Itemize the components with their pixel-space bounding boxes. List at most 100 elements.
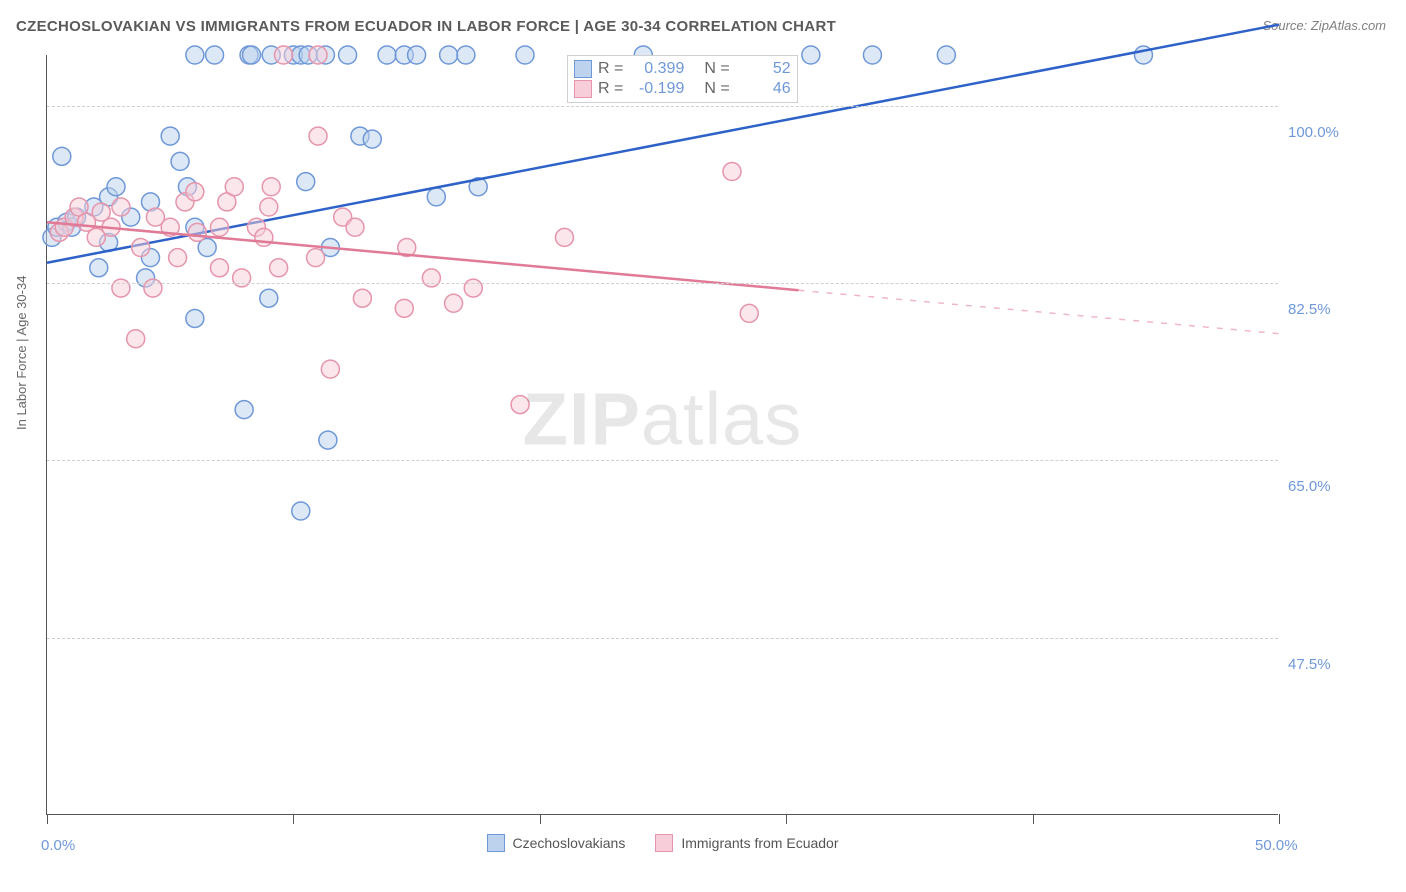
data-point (516, 46, 534, 64)
data-point (210, 218, 228, 236)
x-tick-label: 50.0% (1255, 837, 1298, 854)
data-point (255, 228, 273, 246)
data-point (408, 46, 426, 64)
legend-label-1: Immigrants from Ecuador (681, 835, 838, 851)
data-point (555, 228, 573, 246)
data-point (464, 279, 482, 297)
data-point (186, 309, 204, 327)
correlation-row-1: R = -0.199 N = 46 (574, 79, 791, 99)
data-point (107, 178, 125, 196)
legend-item-0: Czechoslovakians (486, 834, 625, 852)
trend-line-dashed (799, 290, 1279, 333)
data-point (339, 46, 357, 64)
x-tick (540, 814, 541, 824)
data-point (132, 239, 150, 257)
r-value-1: -0.199 (629, 80, 684, 98)
x-tick-label: 0.0% (41, 837, 75, 854)
data-point (937, 46, 955, 64)
data-point (309, 46, 327, 64)
r-value-0: 0.399 (629, 60, 684, 78)
legend-swatch-1 (655, 834, 673, 852)
trend-line (811, 25, 1279, 115)
gridline (47, 638, 1278, 639)
data-point (319, 431, 337, 449)
legend-label-0: Czechoslovakians (512, 835, 625, 851)
data-point (210, 259, 228, 277)
data-point (309, 127, 327, 145)
chart-title: CZECHOSLOVAKIAN VS IMMIGRANTS FROM ECUAD… (16, 18, 836, 35)
n-value-0: 52 (736, 60, 791, 78)
data-point (171, 152, 189, 170)
data-point (233, 269, 251, 287)
r-label: R = (598, 60, 623, 78)
data-point (270, 259, 288, 277)
data-point (346, 218, 364, 236)
data-point (127, 330, 145, 348)
data-point (260, 289, 278, 307)
data-point (723, 163, 741, 181)
data-point (378, 46, 396, 64)
chart-container: CZECHOSLOVAKIAN VS IMMIGRANTS FROM ECUAD… (0, 0, 1406, 892)
x-tick (47, 814, 48, 824)
data-point (457, 46, 475, 64)
data-point (292, 502, 310, 520)
data-point (440, 46, 458, 64)
swatch-series-1 (574, 80, 592, 98)
data-point (186, 183, 204, 201)
data-point (363, 130, 381, 148)
x-tick (1279, 814, 1280, 824)
data-point (297, 173, 315, 191)
data-point (740, 304, 758, 322)
data-point (243, 46, 261, 64)
data-point (445, 294, 463, 312)
correlation-row-0: R = 0.399 N = 52 (574, 59, 791, 79)
correlation-legend: R = 0.399 N = 52 R = -0.199 N = 46 (567, 55, 798, 103)
y-tick-label: 47.5% (1288, 656, 1388, 673)
data-point (161, 127, 179, 145)
data-point (802, 46, 820, 64)
x-tick (1033, 814, 1034, 824)
data-point (186, 46, 204, 64)
n-label: N = (704, 60, 729, 78)
n-label: N = (704, 80, 729, 98)
x-tick (786, 814, 787, 824)
data-point (188, 223, 206, 241)
x-tick (293, 814, 294, 824)
data-point (112, 279, 130, 297)
data-point (353, 289, 371, 307)
data-point (90, 259, 108, 277)
data-point (225, 178, 243, 196)
legend-item-1: Immigrants from Ecuador (655, 834, 838, 852)
data-point (863, 46, 881, 64)
data-point (260, 198, 278, 216)
data-point (53, 147, 71, 165)
data-point (321, 360, 339, 378)
n-value-1: 46 (736, 80, 791, 98)
y-tick-label: 100.0% (1288, 124, 1388, 141)
data-point (422, 269, 440, 287)
gridline (47, 460, 1278, 461)
data-point (235, 401, 253, 419)
r-label: R = (598, 80, 623, 98)
data-point (112, 198, 130, 216)
gridline (47, 283, 1278, 284)
plot-svg (47, 55, 1279, 815)
data-point (169, 249, 187, 267)
swatch-series-0 (574, 60, 592, 78)
source-label: Source: ZipAtlas.com (1262, 18, 1386, 33)
data-point (262, 178, 280, 196)
data-point (206, 46, 224, 64)
gridline (47, 106, 1278, 107)
data-point (144, 279, 162, 297)
data-point (427, 188, 445, 206)
y-tick-label: 65.0% (1288, 478, 1388, 495)
legend: Czechoslovakians Immigrants from Ecuador (486, 834, 838, 852)
data-point (511, 396, 529, 414)
data-point (275, 46, 293, 64)
data-point (307, 249, 325, 267)
y-axis-title: In Labor Force | Age 30-34 (14, 276, 29, 430)
data-point (395, 299, 413, 317)
legend-swatch-0 (486, 834, 504, 852)
plot-area: ZIPatlas R = 0.399 N = 52 R = -0.199 N =… (46, 55, 1278, 815)
y-tick-label: 82.5% (1288, 301, 1388, 318)
